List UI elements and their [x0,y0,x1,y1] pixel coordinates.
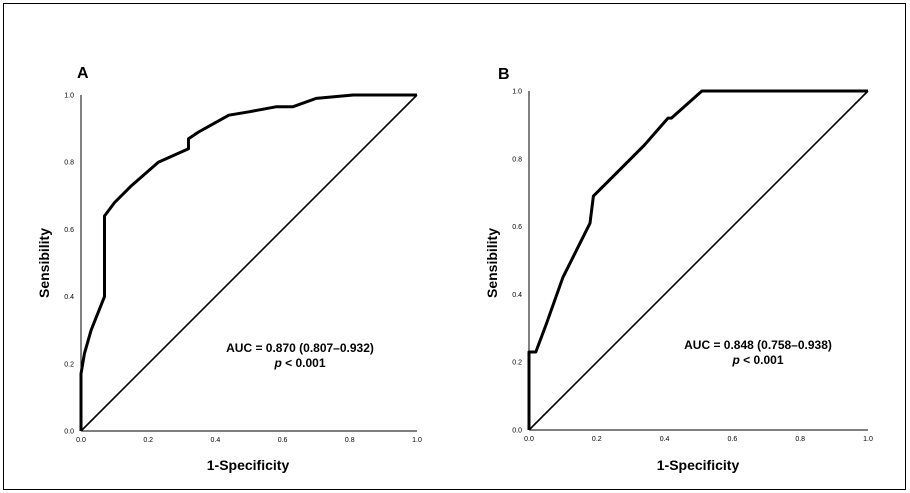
y-tick-label: 0.4 [64,294,74,301]
roc-curve [527,89,868,430]
x-tick-label: 0.0 [76,437,86,444]
panel-label: B [498,66,510,83]
y-tick-label: 0.4 [512,292,522,299]
x-tick-label: 1.0 [863,436,873,443]
x-tick-label: 0.6 [728,436,738,443]
y-tick-label: 0.8 [512,156,522,163]
x-tick-label: 0.2 [592,436,602,443]
p-symbol: p [273,356,281,370]
x-tick-label: 1.0 [412,437,422,444]
auc-annotation: AUC = 0.848 (0.758–0.938) [684,338,832,352]
y-axis-title: Sensibility [36,228,52,298]
p-value-text: < 0.001 [282,356,326,370]
x-axis-title: 1-Specificity [657,457,740,473]
y-tick-label: 0.0 [64,429,74,436]
y-tick-label: 0.6 [64,227,74,234]
p-value-annotation: p < 0.001 [731,353,783,367]
p-value-text: < 0.001 [740,353,784,367]
x-tick-label: 0.2 [143,437,153,444]
x-tick-label: 0.0 [524,436,534,443]
roc-panel-a: 0.0 0.2 0.4 0.6 0.8 1.0 0.0 0.2 0.4 0.6 0.8 1.0 A 1-S… [36,65,422,473]
y-axis-title: Sensibility [484,228,500,298]
y-tick-label: 1.0 [512,89,522,96]
figure-border [3,3,906,490]
y-tick-label: 1.0 [64,93,74,100]
x-tick-label: 0.4 [660,436,670,443]
y-tick-label: 0.2 [64,361,74,368]
x-tick-label: 0.8 [795,436,805,443]
x-tick-label: 0.4 [211,437,221,444]
y-tick-label: 0.2 [512,360,522,367]
x-axis-title: 1-Specificity [207,457,290,473]
y-tick-label: 0.0 [512,428,522,435]
roc-panel-b: 0.0 0.2 0.4 0.6 0.8 1.00.00.20.40.60.81.0B1-S… [484,66,873,473]
y-tick-label: 0.6 [512,224,522,231]
panel-label: A [77,65,89,82]
reference-diagonal [528,90,869,431]
auc-annotation: AUC = 0.870 (0.807–0.932) [226,341,374,355]
p-symbol: p [731,353,739,367]
p-value-annotation: p < 0.001 [273,356,325,370]
x-tick-label: 0.6 [278,437,288,444]
x-tick-label: 0.8 [345,437,355,444]
roc-curve [79,93,417,431]
reference-diagonal [80,94,418,432]
y-tick-label: 0.8 [64,160,74,167]
